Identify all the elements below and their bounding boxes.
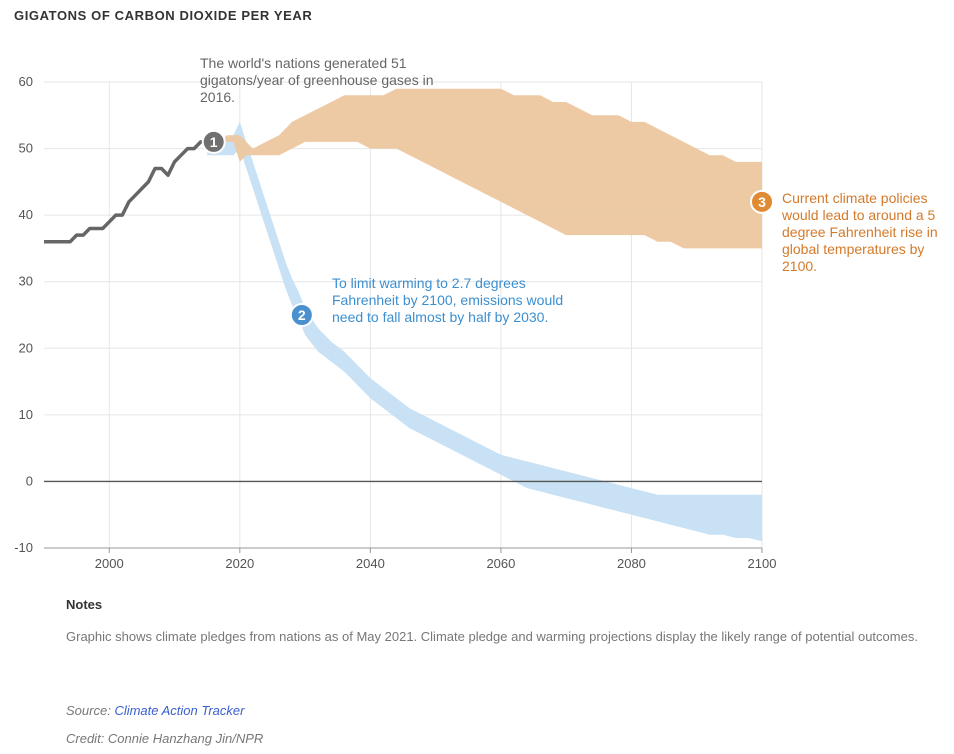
marker-label-3: 3 bbox=[758, 194, 766, 210]
series-band-2 bbox=[220, 88, 762, 249]
y-tick-label: 30 bbox=[19, 274, 33, 289]
annotation-target-pathway: To limit warming to 2.7 degrees Fahrenhe… bbox=[332, 275, 564, 325]
x-tick-label: 2060 bbox=[486, 556, 515, 571]
marker-circle-2 bbox=[289, 303, 314, 327]
chart-canvas: -10 0 10 20 30 40 50 60 2000 2020 2040 2060 2080 2100… bbox=[14, 74, 776, 571]
y-tick-label: 20 bbox=[19, 340, 33, 355]
y-tick-label: 60 bbox=[19, 74, 33, 89]
source-label: Source: bbox=[66, 703, 111, 718]
source-line: Source: Climate Action Tracker bbox=[66, 703, 244, 718]
source-link[interactable]: Climate Action Tracker bbox=[114, 703, 245, 718]
notes-text: Graphic shows climate pledges from natio… bbox=[66, 629, 918, 644]
marker-layer: 1 2 3 bbox=[201, 129, 774, 327]
x-tick-label: 2000 bbox=[95, 556, 124, 571]
annotation-historical: The world's nations generated 51 gigaton… bbox=[200, 55, 434, 105]
annotation-current-policies: Current climate policies would lead to a… bbox=[782, 190, 938, 274]
x-tick-label: 2040 bbox=[356, 556, 385, 571]
band-layer bbox=[207, 88, 762, 542]
line-layer bbox=[44, 140, 214, 244]
y-tick-label: 40 bbox=[19, 207, 33, 222]
y-tick-label: 10 bbox=[19, 407, 33, 422]
marker-circle-3 bbox=[750, 189, 774, 214]
series-line-historical bbox=[44, 140, 214, 244]
y-tick-label: 50 bbox=[19, 141, 33, 156]
chart-title: GIGATONS OF CARBON DIOXIDE PER YEAR bbox=[14, 8, 313, 23]
y-tick-label: -10 bbox=[14, 540, 33, 555]
axis-layer: -10 0 10 20 30 40 50 60 2000 2020 2040 2060 2080 2100 bbox=[14, 74, 776, 571]
y-tick-label: 0 bbox=[26, 473, 33, 488]
notes-heading: Notes bbox=[66, 597, 103, 612]
x-tick-label: 2020 bbox=[225, 556, 254, 571]
marker-label-1: 1 bbox=[210, 134, 218, 150]
series-band-1 bbox=[207, 121, 762, 542]
x-tick-label: 2080 bbox=[617, 556, 646, 571]
marker-circle-1 bbox=[201, 129, 226, 154]
credit-line: Credit: Connie Hanzhang Jin/NPR bbox=[66, 731, 264, 746]
marker-label-2: 2 bbox=[298, 307, 306, 323]
x-tick-label: 2100 bbox=[748, 556, 777, 571]
